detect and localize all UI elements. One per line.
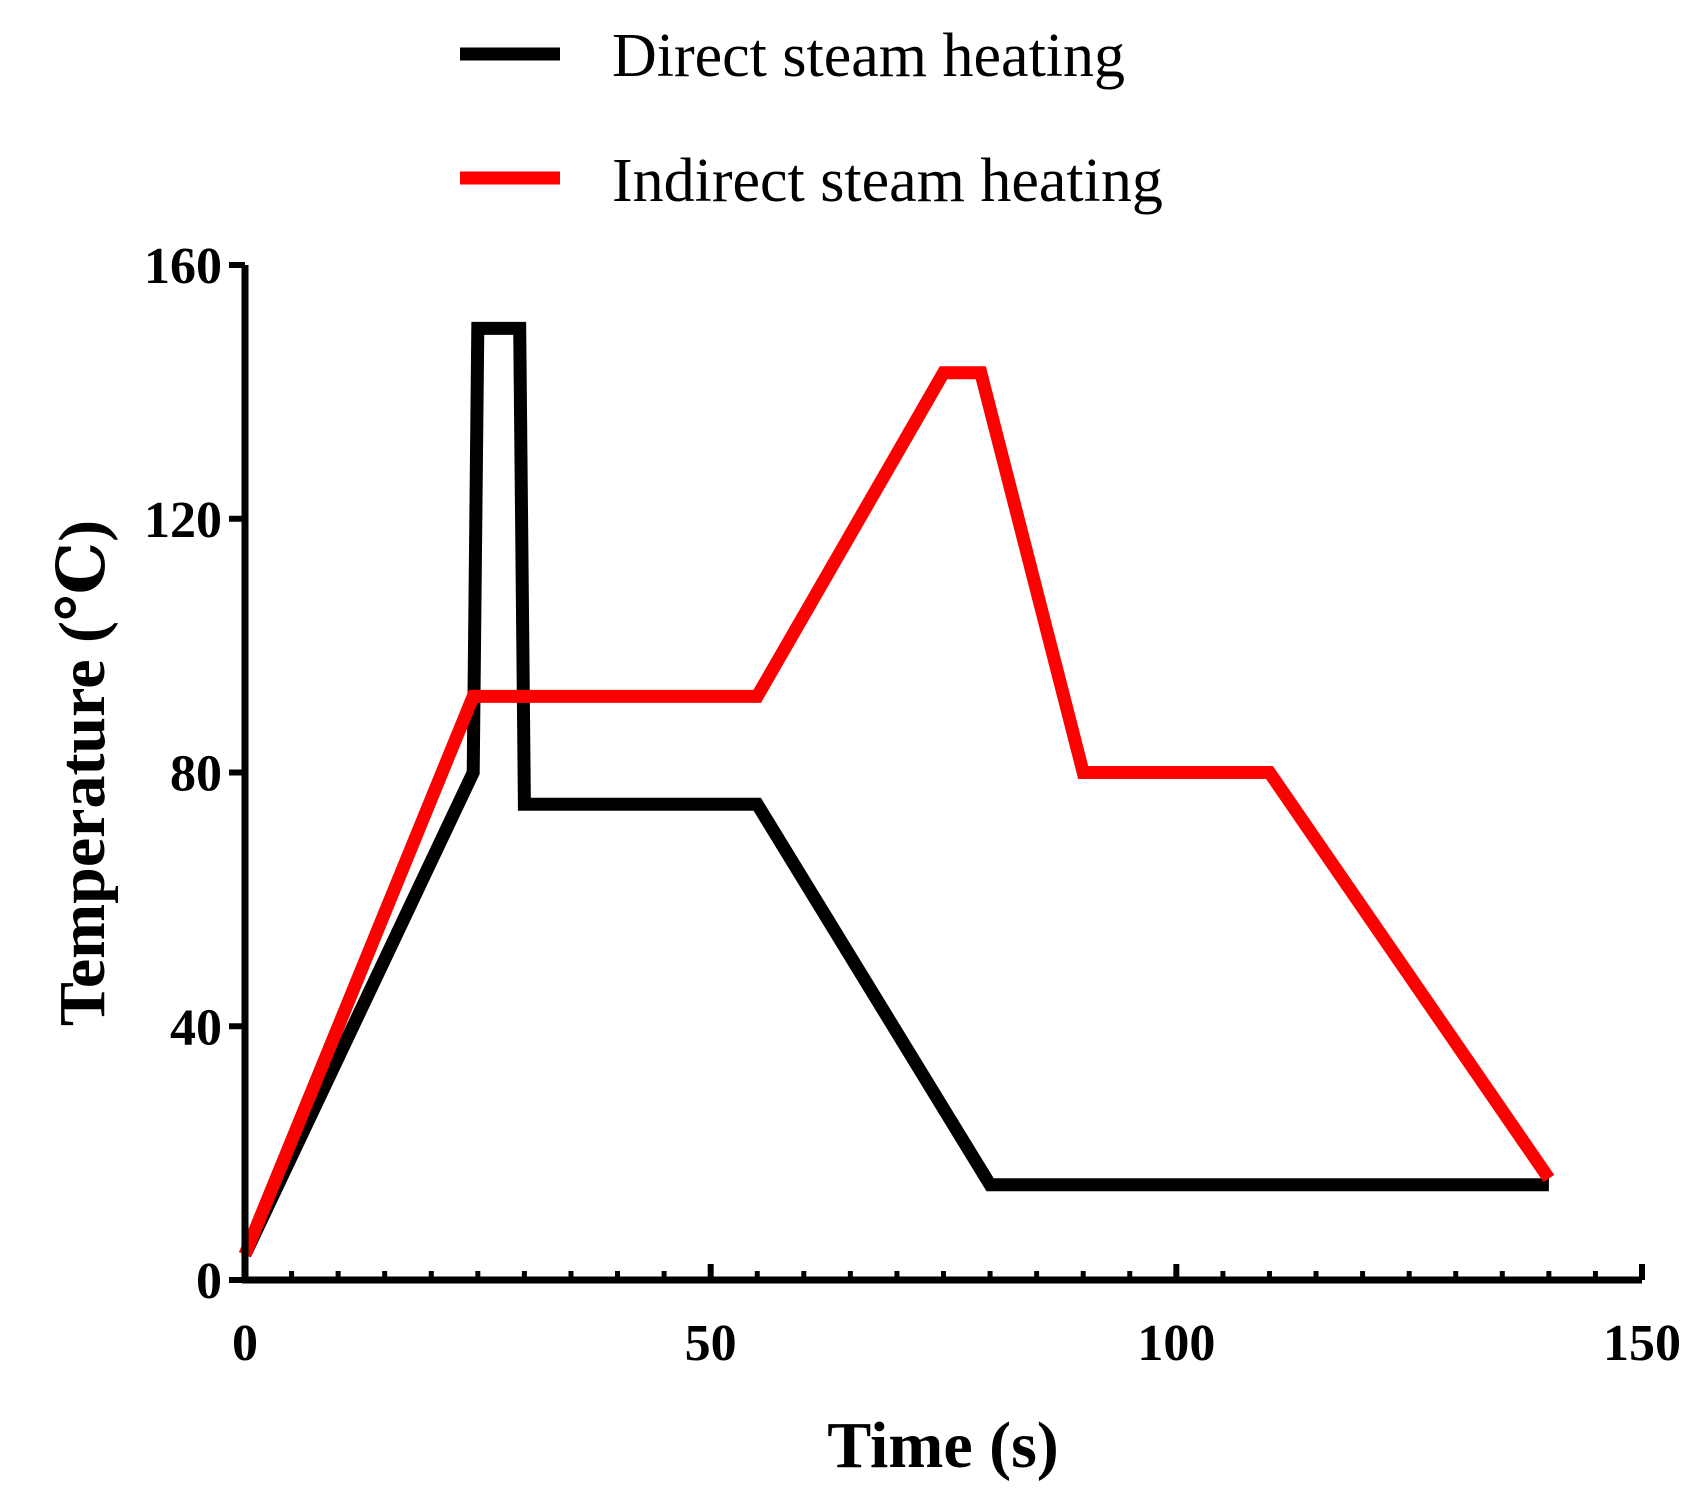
y-tick-label: 160 <box>144 238 222 295</box>
legend-label-indirect: Indirect steam heating <box>612 147 1163 215</box>
x-tick-label: 100 <box>1137 1315 1215 1372</box>
plot-series <box>238 321 1555 1258</box>
y-tick-label: 0 <box>196 1253 222 1310</box>
x-axis-title: Time (s) <box>827 1409 1059 1482</box>
y-tick-label: 80 <box>170 746 222 803</box>
y-ticks: 0 40 80 120 160 <box>144 238 245 1310</box>
y-axis-title: Temperature (℃) <box>46 520 119 1026</box>
y-tick-label: 120 <box>144 492 222 549</box>
x-tick-label: 150 <box>1603 1315 1681 1372</box>
axes: 0 50 100 150 0 40 80 120 160 <box>144 238 1681 1372</box>
y-tick-label: 40 <box>170 999 222 1056</box>
legend-label-direct: Direct steam heating <box>612 22 1125 90</box>
x-tick-label: 0 <box>232 1315 258 1372</box>
series-line-indirect <box>238 366 1555 1258</box>
x-tick-label: 50 <box>685 1315 737 1372</box>
legend: Direct steam heating Indirect steam heat… <box>460 22 1163 215</box>
